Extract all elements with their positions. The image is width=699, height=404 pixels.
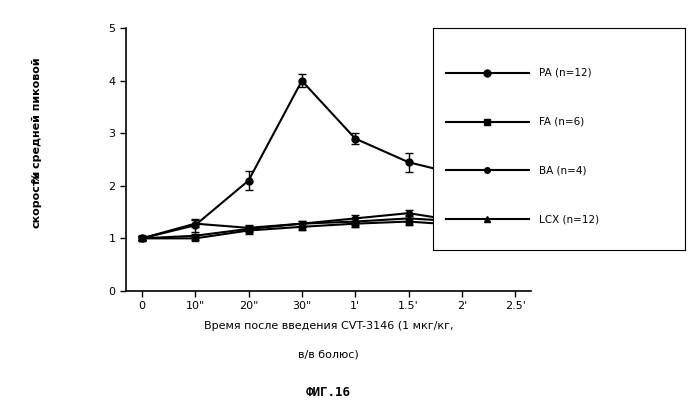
Text: в/в болюс): в/в болюс) bbox=[298, 349, 359, 360]
Text: ФИГ.16: ФИГ.16 bbox=[306, 386, 351, 399]
Text: Время после введения CVT-3146 (1 мкг/кг,: Время после введения CVT-3146 (1 мкг/кг, bbox=[204, 321, 453, 331]
Text: % средней пиковой: % средней пиковой bbox=[31, 57, 42, 183]
Text: скорости: скорости bbox=[31, 170, 42, 228]
Text: PA (n=12): PA (n=12) bbox=[539, 68, 591, 78]
Text: LCX (n=12): LCX (n=12) bbox=[539, 215, 599, 224]
Text: FA (n=6): FA (n=6) bbox=[539, 117, 584, 126]
Text: BA (n=4): BA (n=4) bbox=[539, 166, 586, 175]
